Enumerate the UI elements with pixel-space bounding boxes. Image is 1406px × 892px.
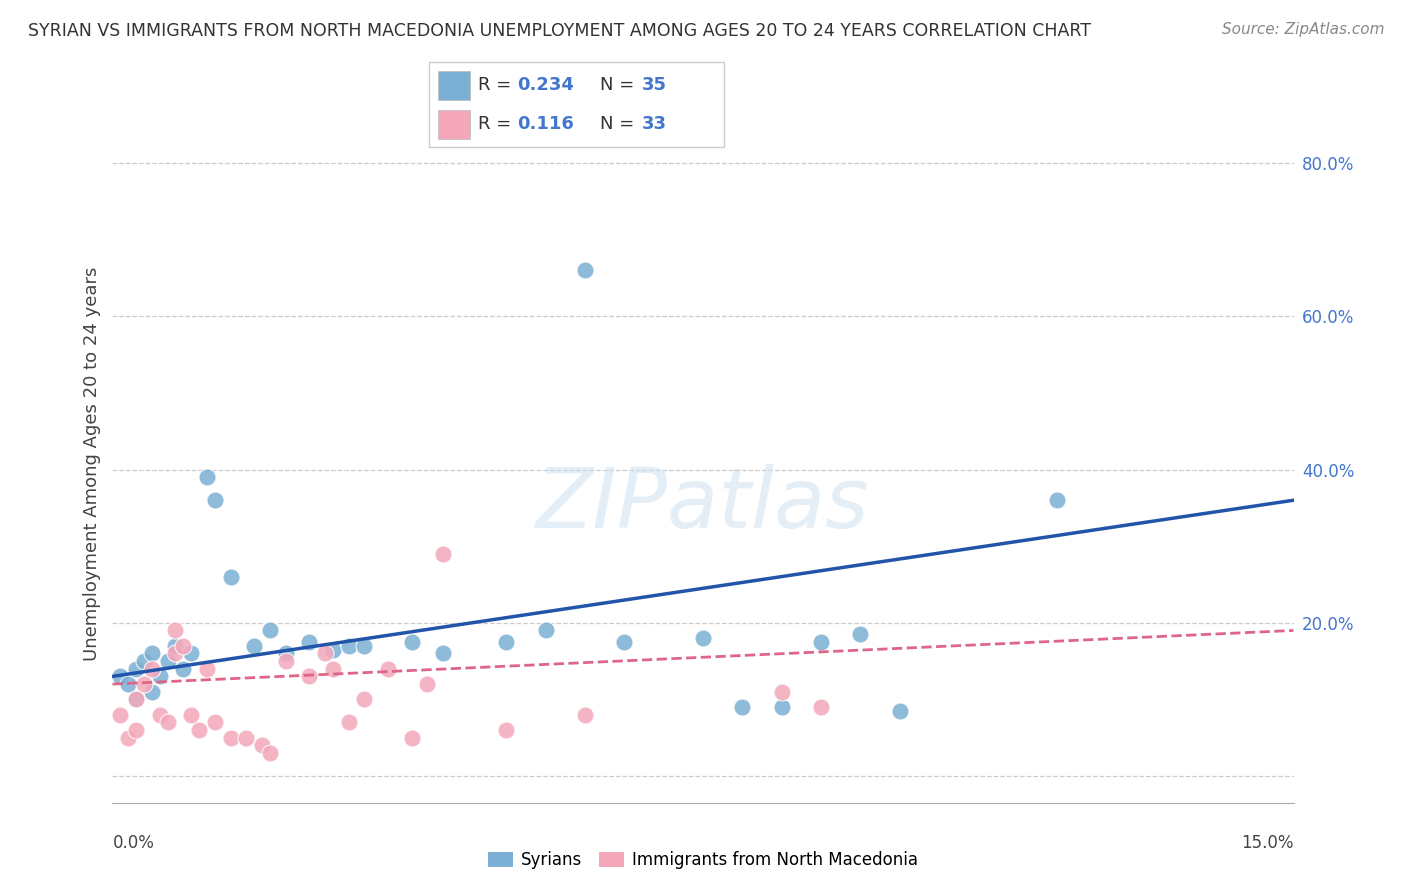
Point xyxy=(574,263,596,277)
Text: SYRIAN VS IMMIGRANTS FROM NORTH MACEDONIA UNEMPLOYMENT AMONG AGES 20 TO 24 YEARS: SYRIAN VS IMMIGRANTS FROM NORTH MACEDONI… xyxy=(28,22,1091,40)
Point xyxy=(495,635,517,649)
Point xyxy=(132,654,155,668)
Point xyxy=(849,627,872,641)
Point xyxy=(401,635,423,649)
Point xyxy=(149,707,172,722)
Point xyxy=(770,700,793,714)
Point xyxy=(172,662,194,676)
Point xyxy=(337,715,360,730)
Point xyxy=(125,662,148,676)
Point xyxy=(534,624,557,638)
Point xyxy=(156,715,179,730)
Point xyxy=(495,723,517,737)
Point xyxy=(117,731,139,745)
Text: 35: 35 xyxy=(641,77,666,95)
Point xyxy=(298,635,321,649)
Point xyxy=(353,639,375,653)
Point xyxy=(322,642,344,657)
Point xyxy=(125,723,148,737)
Point xyxy=(692,631,714,645)
Point xyxy=(188,723,211,737)
FancyBboxPatch shape xyxy=(429,62,724,147)
Point xyxy=(416,677,439,691)
Point xyxy=(401,731,423,745)
Point xyxy=(165,639,187,653)
Point xyxy=(353,692,375,706)
Point xyxy=(810,700,832,714)
Text: 0.116: 0.116 xyxy=(517,115,574,133)
Point xyxy=(141,684,163,698)
Point xyxy=(204,493,226,508)
Point xyxy=(1046,493,1069,508)
Point xyxy=(132,677,155,691)
Point xyxy=(235,731,257,745)
Text: ZIPatlas: ZIPatlas xyxy=(536,464,870,545)
Point xyxy=(180,647,202,661)
Point xyxy=(274,647,297,661)
Point xyxy=(219,570,242,584)
Text: 0.234: 0.234 xyxy=(517,77,574,95)
Point xyxy=(180,707,202,722)
Point xyxy=(377,662,399,676)
Point xyxy=(165,647,187,661)
Point xyxy=(322,662,344,676)
Text: N =: N = xyxy=(600,115,640,133)
Point xyxy=(810,635,832,649)
Point xyxy=(110,707,132,722)
Text: 15.0%: 15.0% xyxy=(1241,834,1294,852)
Point xyxy=(172,639,194,653)
Point xyxy=(574,707,596,722)
Point xyxy=(204,715,226,730)
Point xyxy=(889,704,911,718)
Point xyxy=(219,731,242,745)
Point xyxy=(731,700,754,714)
Point xyxy=(259,746,281,760)
Text: R =: R = xyxy=(478,77,516,95)
Legend: Syrians, Immigrants from North Macedonia: Syrians, Immigrants from North Macedonia xyxy=(481,845,925,876)
Point xyxy=(165,624,187,638)
Point xyxy=(250,739,273,753)
Point xyxy=(314,647,336,661)
Point xyxy=(337,639,360,653)
Text: 0.0%: 0.0% xyxy=(112,834,155,852)
Text: R =: R = xyxy=(478,115,522,133)
Point xyxy=(125,692,148,706)
Point xyxy=(125,692,148,706)
Point xyxy=(613,635,636,649)
FancyBboxPatch shape xyxy=(437,71,470,100)
Point xyxy=(195,470,218,484)
Point xyxy=(432,547,454,561)
Point xyxy=(117,677,139,691)
FancyBboxPatch shape xyxy=(437,110,470,139)
Text: N =: N = xyxy=(600,77,640,95)
Point xyxy=(141,662,163,676)
Point xyxy=(195,662,218,676)
Text: Source: ZipAtlas.com: Source: ZipAtlas.com xyxy=(1222,22,1385,37)
Point xyxy=(432,647,454,661)
Text: 33: 33 xyxy=(641,115,666,133)
Point xyxy=(156,654,179,668)
Point xyxy=(770,684,793,698)
Point xyxy=(298,669,321,683)
Point xyxy=(149,669,172,683)
Y-axis label: Unemployment Among Ages 20 to 24 years: Unemployment Among Ages 20 to 24 years xyxy=(83,267,101,661)
Point xyxy=(274,654,297,668)
Point xyxy=(141,647,163,661)
Point xyxy=(259,624,281,638)
Point xyxy=(243,639,266,653)
Point xyxy=(110,669,132,683)
